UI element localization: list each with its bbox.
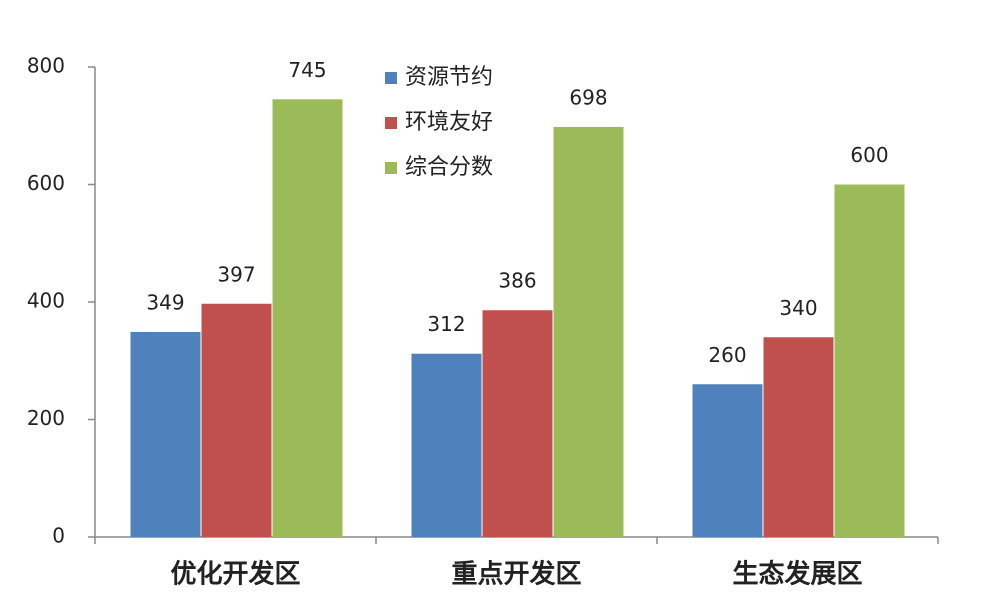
bar	[272, 99, 343, 537]
bar	[482, 310, 553, 537]
y-tick-label: 800	[27, 54, 65, 78]
x-tick-label: 生态发展区	[732, 559, 862, 590]
legend-swatch	[385, 162, 397, 174]
x-tick-label: 优化开发区	[170, 559, 300, 590]
bar	[201, 303, 272, 537]
value-label: 397	[217, 262, 255, 286]
y-tick-label: 0	[52, 524, 65, 548]
bar	[130, 331, 201, 537]
legend-swatch	[385, 72, 397, 84]
value-label: 698	[569, 85, 607, 109]
value-label: 386	[498, 269, 536, 293]
legend-label: 综合分数	[405, 155, 493, 180]
bar	[553, 126, 624, 538]
bar	[763, 337, 834, 537]
value-label: 600	[850, 143, 888, 167]
value-label: 260	[708, 343, 746, 367]
bar	[411, 353, 482, 537]
bar	[692, 384, 763, 537]
legend-label: 环境友好	[405, 110, 493, 135]
x-tick-label: 重点开发区	[451, 559, 581, 590]
y-tick-label: 600	[27, 171, 65, 195]
value-label: 312	[427, 312, 465, 336]
bar	[834, 184, 905, 537]
legend-swatch	[385, 117, 397, 129]
y-tick-label: 400	[27, 289, 65, 313]
legend-label: 资源节约	[405, 65, 493, 90]
value-label: 349	[146, 290, 184, 314]
y-tick-label: 200	[27, 406, 65, 430]
value-label: 340	[779, 296, 817, 320]
value-label: 745	[288, 58, 326, 82]
